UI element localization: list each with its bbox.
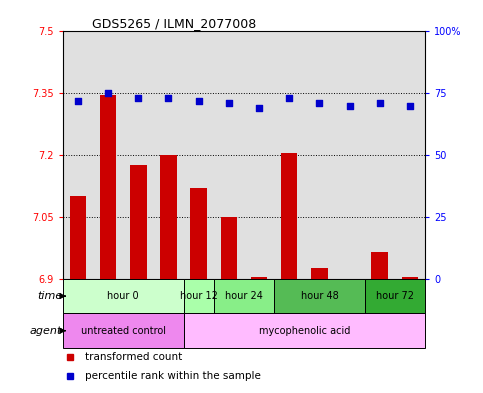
Point	[134, 95, 142, 101]
Bar	[130, 165, 146, 279]
Bar	[304, 31, 334, 279]
Point	[165, 95, 172, 101]
Text: hour 24: hour 24	[225, 291, 263, 301]
Bar	[244, 31, 274, 279]
Point	[195, 97, 202, 104]
Bar	[341, 279, 358, 281]
Point	[255, 105, 263, 111]
Bar	[274, 279, 365, 313]
Text: hour 0: hour 0	[107, 291, 139, 301]
Bar	[93, 31, 123, 279]
Bar	[70, 196, 86, 279]
Bar	[100, 95, 116, 279]
Bar	[334, 31, 365, 279]
Bar	[184, 31, 213, 279]
Point	[225, 100, 233, 107]
Point	[346, 103, 354, 109]
Point	[104, 90, 112, 96]
Bar	[402, 277, 418, 279]
Text: hour 72: hour 72	[376, 291, 414, 301]
Bar	[160, 155, 177, 279]
Bar	[365, 31, 395, 279]
Bar	[221, 217, 237, 279]
Point	[406, 103, 414, 109]
Text: agent: agent	[30, 326, 62, 336]
Text: mycophenolic acid: mycophenolic acid	[258, 326, 350, 336]
Bar	[213, 279, 274, 313]
Bar	[395, 31, 425, 279]
Bar	[190, 188, 207, 279]
Point	[315, 100, 323, 107]
Bar	[154, 31, 184, 279]
Text: hour 12: hour 12	[180, 291, 217, 301]
Point	[285, 95, 293, 101]
Point	[376, 100, 384, 107]
Text: percentile rank within the sample: percentile rank within the sample	[85, 371, 260, 381]
Text: transformed count: transformed count	[85, 352, 182, 362]
Text: GDS5265 / ILMN_2077008: GDS5265 / ILMN_2077008	[92, 17, 256, 30]
Point	[74, 97, 82, 104]
Bar	[371, 252, 388, 279]
Bar	[281, 153, 298, 279]
Text: time: time	[37, 291, 62, 301]
Bar	[213, 31, 244, 279]
Bar	[63, 31, 93, 279]
Bar	[184, 279, 213, 313]
Bar	[274, 31, 304, 279]
Bar	[123, 31, 154, 279]
Bar	[365, 279, 425, 313]
Bar	[184, 313, 425, 348]
Text: hour 48: hour 48	[300, 291, 338, 301]
Bar	[311, 268, 327, 279]
Bar	[63, 313, 184, 348]
Text: untreated control: untreated control	[81, 326, 166, 336]
Bar	[63, 279, 184, 313]
Bar	[251, 277, 267, 279]
